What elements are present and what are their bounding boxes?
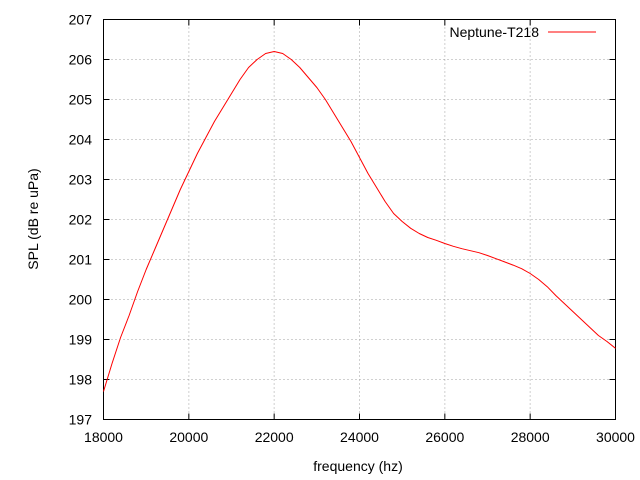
series-line xyxy=(103,51,616,392)
x-tick-label: 22000 xyxy=(255,429,294,445)
grid-layer xyxy=(103,19,616,420)
y-tick-label: 206 xyxy=(69,52,93,68)
x-tick-label: 24000 xyxy=(340,429,379,445)
x-tick-label: 26000 xyxy=(425,429,464,445)
y-tick-label: 204 xyxy=(69,132,93,148)
x-axis-label: frequency (hz) xyxy=(313,458,402,474)
legend: Neptune-T218 xyxy=(449,24,596,40)
y-tick-label: 207 xyxy=(69,12,93,28)
y-tick-label: 205 xyxy=(69,92,93,108)
series-layer xyxy=(103,51,616,392)
legend-label: Neptune-T218 xyxy=(449,24,539,40)
y-tick-label: 199 xyxy=(69,332,93,348)
tick-label-layer: 18000 20000 22000 24000 26000 28000 30000 197 19… xyxy=(69,12,636,446)
y-tick-label: 201 xyxy=(69,252,93,268)
x-tick-label: 30000 xyxy=(596,429,635,445)
y-tick-label: 200 xyxy=(69,292,93,308)
x-tick-label: 28000 xyxy=(511,429,550,445)
y-tick-label: 198 xyxy=(69,372,93,388)
y-axis-label: SPL (dB re uPa) xyxy=(25,168,41,269)
y-tick-label: 203 xyxy=(69,172,93,188)
x-tick-label: 18000 xyxy=(84,429,123,445)
tick-layer xyxy=(103,19,616,420)
y-tick-label: 202 xyxy=(69,212,93,228)
x-tick-label: 20000 xyxy=(169,429,208,445)
y-tick-label: 197 xyxy=(69,412,93,428)
